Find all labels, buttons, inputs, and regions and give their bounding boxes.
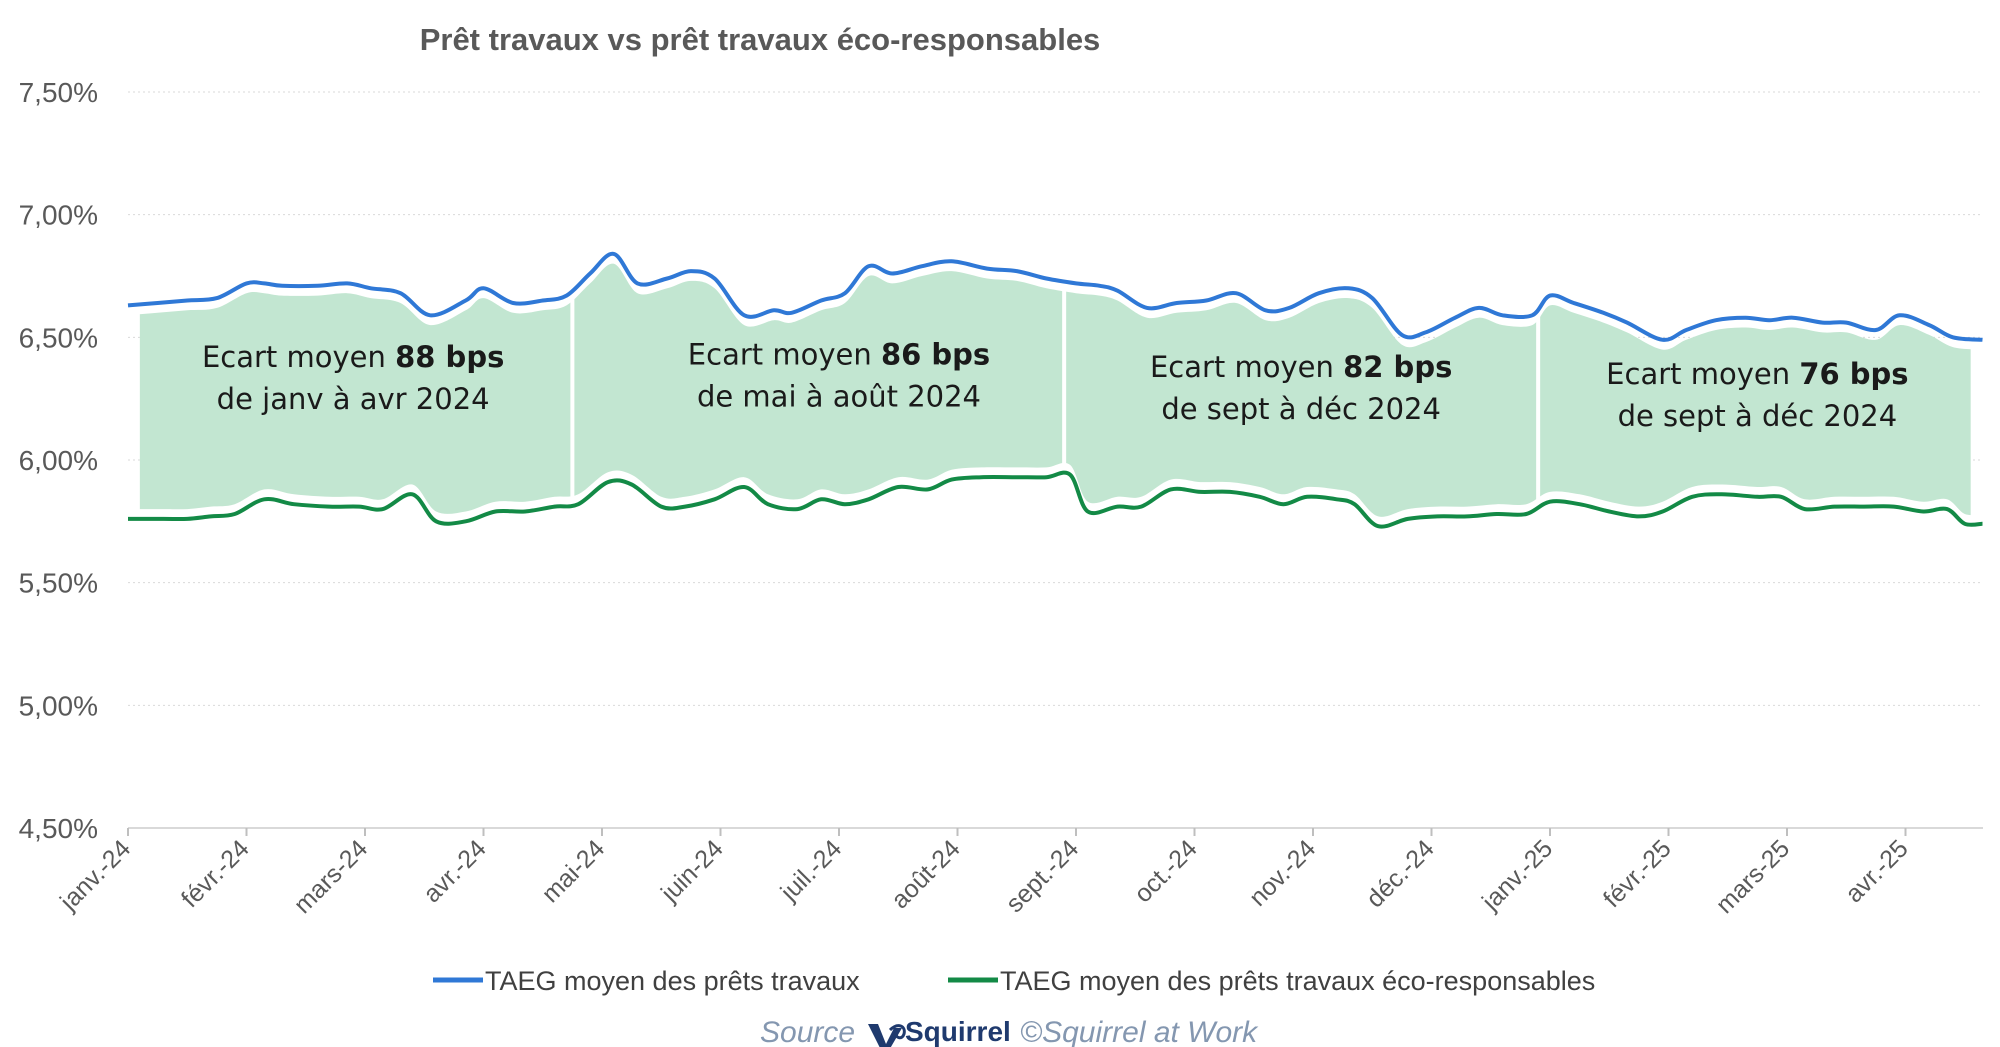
annotation-bps: 76 bps: [1799, 357, 1908, 391]
y-tick-label: 6,00%: [19, 445, 98, 476]
series-line-taeg-eco: [127, 470, 1983, 529]
annotation-line2: de janv à avr 2024: [217, 382, 490, 416]
x-tick-label: févr.-25: [1598, 834, 1677, 913]
spread-fill: [139, 263, 1971, 517]
series-line-taeg: [127, 251, 1983, 342]
annotation-line1: Ecart moyen 88 bps: [202, 340, 504, 374]
x-tick-label: sept.-24: [1001, 834, 1085, 918]
source-label: Source: [760, 1016, 855, 1047]
x-tick-label: mars-25: [1711, 834, 1796, 919]
y-tick-label: 5,50%: [19, 568, 98, 599]
annotation-bps: 86 bps: [881, 338, 990, 372]
annotation-line1: Ecart moyen 76 bps: [1606, 357, 1908, 391]
x-tick-label: févr.-24: [176, 834, 255, 913]
x-tick-label: avr.-25: [1840, 834, 1914, 908]
annotation-prefix: Ecart moyen: [1606, 357, 1799, 391]
x-tick-label: août-24: [886, 834, 966, 914]
legend: TAEG moyen des prêts travaux TAEG moyen …: [433, 966, 1595, 996]
y-tick-label: 4,50%: [19, 813, 98, 844]
x-tick-label: mars-24: [289, 834, 374, 919]
squirrel-logo-icon: [868, 1024, 906, 1047]
y-tick-label: 7,50%: [19, 77, 98, 108]
annotation-line2: de sept à déc 2024: [1161, 392, 1441, 426]
annotation-line1: Ecart moyen 82 bps: [1150, 350, 1452, 384]
x-tick-label: janv.-25: [1476, 834, 1558, 916]
annotation-bps: 88 bps: [395, 340, 504, 374]
annotation-prefix: Ecart moyen: [688, 338, 881, 372]
source-footer: Source Squirrel ©Squirrel at Work: [760, 1016, 1259, 1047]
spread-annotations: Ecart moyen 88 bps de janv à avr 2024 Ecar…: [202, 338, 1909, 434]
annotation-line2: de mai à août 2024: [697, 380, 981, 414]
annotation-prefix: Ecart moyen: [202, 340, 395, 374]
x-tick-label: nov.-24: [1244, 834, 1322, 912]
x-tick-label: mai-24: [536, 834, 610, 908]
y-tick-label: 7,00%: [19, 200, 98, 231]
x-tick-label: oct.-24: [1129, 834, 1203, 908]
x-tick-label: déc.-24: [1361, 834, 1440, 913]
chart-title: Prêt travaux vs prêt travaux éco-respons…: [420, 22, 1101, 57]
y-axis-ticks: 7,50% 7,00% 6,50% 6,00% 5,50% 5,00% 4,50%: [19, 77, 98, 844]
x-tick-label: juil.-24: [775, 834, 848, 907]
spread-area: [139, 263, 1971, 517]
legend-label-taeg-eco: TAEG moyen des prêts travaux éco-respons…: [1000, 966, 1595, 996]
copyright-text: ©Squirrel at Work: [1020, 1016, 1259, 1047]
x-tick-label: janv.-24: [54, 834, 136, 916]
annotation-line1: Ecart moyen 86 bps: [688, 338, 990, 372]
series-lines: [127, 251, 1983, 529]
x-tick-label: avr.-24: [418, 834, 492, 908]
annotation-bps: 82 bps: [1343, 350, 1452, 384]
y-tick-label: 6,50%: [19, 322, 98, 353]
brand-name: Squirrel: [905, 1016, 1011, 1047]
annotation-line2: de sept à déc 2024: [1618, 399, 1898, 433]
x-tick-label: juin-24: [655, 834, 729, 908]
y-tick-label: 5,00%: [19, 690, 98, 721]
legend-label-taeg: TAEG moyen des prêts travaux: [485, 966, 860, 996]
annotation-prefix: Ecart moyen: [1150, 350, 1343, 384]
x-axis-ticks: janv.-24 févr.-24 mars-24 avr.-24 mai-24 juin…: [54, 828, 1914, 919]
